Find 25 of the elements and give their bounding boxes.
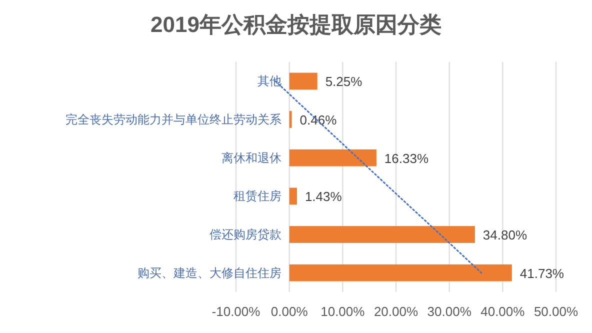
bar: [289, 72, 318, 90]
x-tick-label: 0.00%: [270, 304, 308, 319]
y-tick-label: 其他: [257, 74, 282, 88]
x-tick-label: 10.00%: [320, 304, 366, 319]
y-tick-label: 离休和退休: [221, 150, 282, 165]
data-label: 34.80%: [482, 228, 528, 242]
y-tick-label: 偿还购房贷款: [209, 228, 282, 242]
data-label: 16.33%: [384, 150, 429, 166]
bar: [289, 226, 475, 243]
y-tick-label: 租赁住房: [233, 189, 282, 204]
data-label: 5.25%: [325, 74, 363, 90]
x-tick-label: 50.00%: [534, 304, 578, 319]
bar: [289, 188, 297, 205]
x-tick-label: 30.00%: [427, 304, 472, 319]
y-tick-label: 购买、建造、大修自住住房: [137, 266, 282, 280]
chart-title: 2019年公积金按提取原因分类: [150, 12, 442, 37]
data-label: 41.73%: [520, 266, 564, 281]
bar: [289, 149, 376, 166]
bar: [289, 111, 292, 128]
bar: [289, 264, 512, 282]
x-tick-label: -10.00%: [212, 304, 261, 319]
data-label: 1.43%: [304, 189, 342, 204]
y-tick-label: 完全丧失劳动能力并与单位终止劳动关系: [65, 112, 282, 126]
x-tick-label: 40.00%: [480, 304, 526, 319]
x-tick-label: 20.00%: [374, 304, 418, 319]
